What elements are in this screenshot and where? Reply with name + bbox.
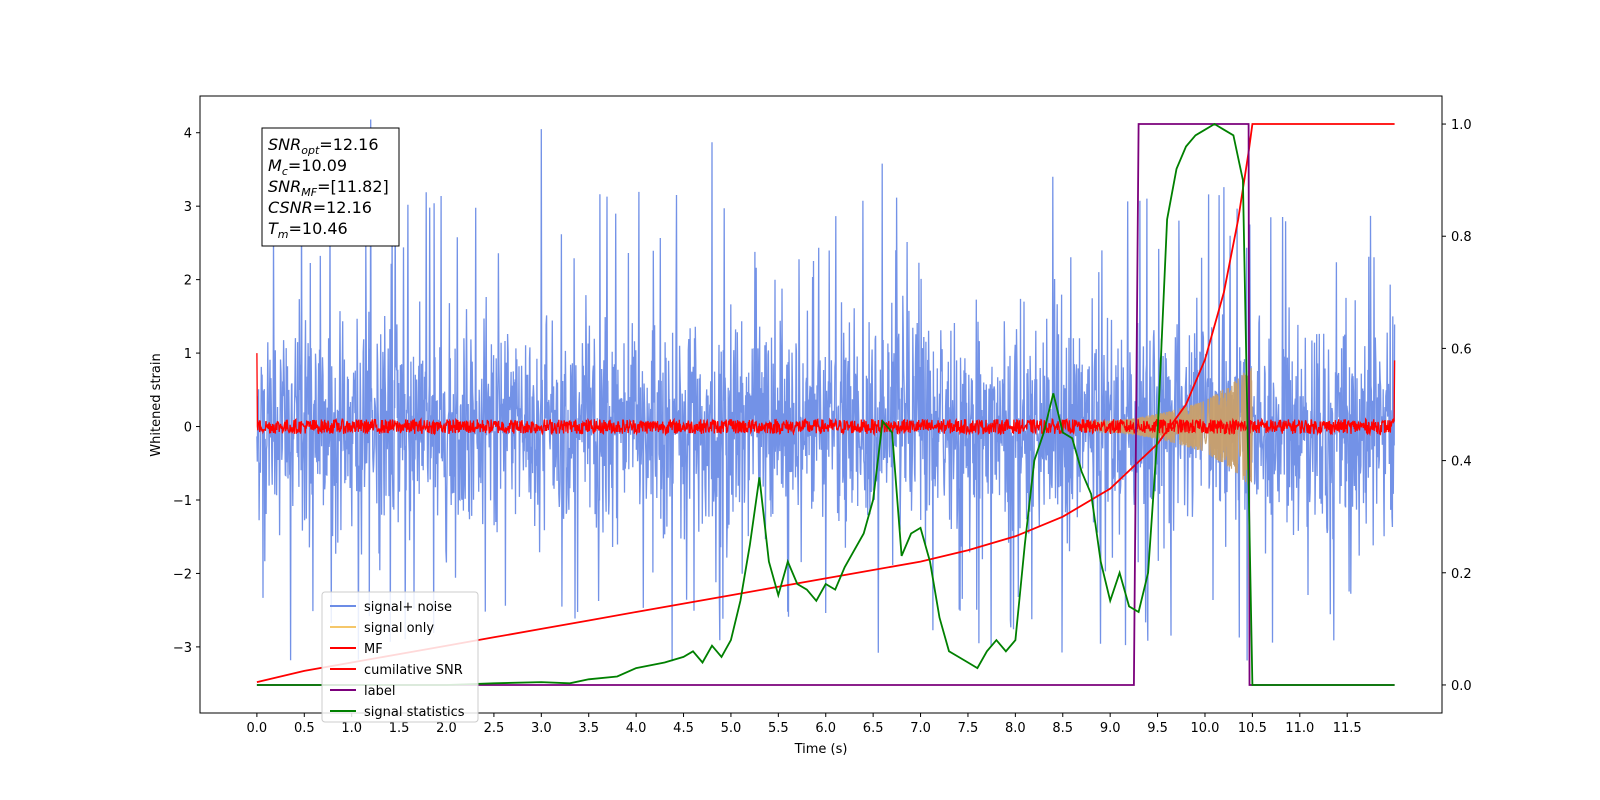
legend-label: signal+ noise	[364, 600, 452, 615]
series-signal-noise-line	[256, 119, 1396, 662]
x-tick-label: 0.5	[294, 721, 315, 736]
legend-frame	[321, 591, 479, 723]
y-tick-label: 3	[184, 200, 192, 215]
y-axis-label: Whitened strain	[149, 353, 164, 456]
x-tick-label: 6.5	[863, 721, 884, 736]
y-tick-label: −1	[173, 494, 192, 509]
y-tick-label: 1	[184, 347, 192, 362]
annotation-line: CSNR=12.16	[268, 198, 372, 217]
y-tick-label: 4	[184, 127, 192, 142]
x-tick-label: 5.0	[721, 721, 742, 736]
x-tick-label: 1.5	[389, 721, 410, 736]
x-tick-label: 11.5	[1333, 721, 1362, 736]
y2-tick-label: 0.4	[1451, 455, 1472, 470]
y-axis-right: 0.0 0.2 0.4 0.6 0.8 1.0	[1442, 118, 1472, 694]
series-signal-statistics-line	[256, 122, 1395, 686]
y-tick-label: 0	[184, 421, 192, 436]
x-tick-label: 6.0	[815, 721, 836, 736]
x-tick-label: 9.0	[1100, 721, 1121, 736]
y-axis-left: −3 −2 −1 0 1 2 3 4	[173, 127, 200, 656]
y2-tick-label: 0.0	[1451, 679, 1472, 694]
x-tick-label: 5.5	[768, 721, 789, 736]
x-tick-label: 1.0	[341, 721, 362, 736]
legend-label: signal statistics	[364, 705, 465, 720]
annotation-frame	[261, 127, 400, 247]
legend-label: signal only	[364, 621, 434, 636]
series-mf-line	[256, 353, 1396, 437]
x-tick-label: 8.5	[1052, 721, 1073, 736]
annotation-line: SNRopt=12.16	[268, 135, 379, 157]
x-tick-label: 10.0	[1191, 721, 1220, 736]
x-tick-label: 4.0	[626, 721, 647, 736]
x-tick-label: 2.0	[436, 721, 457, 736]
y2-tick-label: 0.2	[1451, 567, 1472, 582]
x-tick-label: 11.0	[1285, 721, 1314, 736]
x-tick-label: 10.5	[1238, 721, 1267, 736]
y2-tick-label: 0.8	[1451, 230, 1472, 245]
x-axis-label: Time (s)	[794, 742, 848, 757]
y2-tick-label: 1.0	[1451, 118, 1472, 133]
annotation-line: Tm=10.46	[268, 219, 348, 241]
y-tick-label: −2	[173, 567, 192, 582]
x-tick-label: 2.5	[484, 721, 505, 736]
x-tick-label: 9.5	[1147, 721, 1168, 736]
annotation-box: SNRopt=12.16Mc=10.09SNRMF=[11.82]CSNR=12…	[261, 127, 400, 247]
legend-label: cumilative SNR	[364, 663, 463, 678]
legend-label: MF	[364, 642, 383, 657]
x-tick-label: 3.5	[578, 721, 599, 736]
x-tick-label: 4.5	[673, 721, 694, 736]
annotation-line: Mc=10.09	[268, 156, 347, 178]
x-tick-label: 8.0	[1005, 721, 1026, 736]
x-tick-label: 7.5	[958, 721, 979, 736]
annotation-line: SNRMF=[11.82]	[268, 177, 389, 199]
plot-frame	[199, 95, 1443, 714]
y-tick-label: 2	[184, 274, 192, 289]
x-tick-label: 7.0	[910, 721, 931, 736]
legend-label: label	[364, 684, 395, 699]
x-tick-label: 3.0	[531, 721, 552, 736]
y-tick-label: −3	[173, 641, 192, 656]
x-tick-label: 0.0	[247, 721, 268, 736]
y2-tick-label: 0.6	[1451, 342, 1472, 357]
legend: signal+ noise signal only MF cumilative SNR…	[321, 591, 479, 723]
x-axis: 0.0 0.5 1.0 1.5 2.0 2.5 3.0 3.5 4.0 4.5 5.0 5.5 6.0 6…	[247, 713, 1362, 736]
